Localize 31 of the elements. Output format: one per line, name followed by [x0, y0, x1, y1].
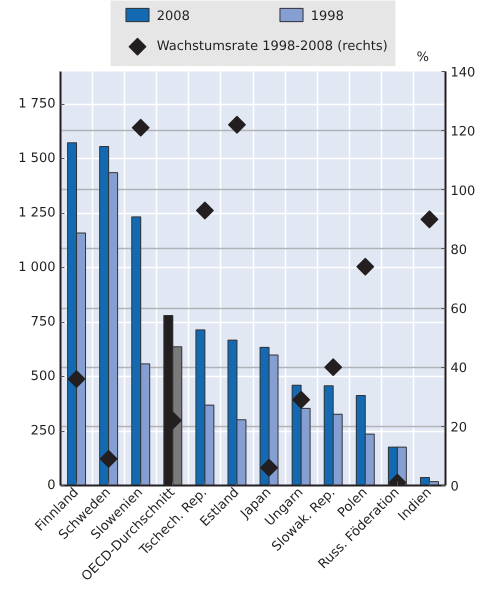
- point: [420, 210, 438, 228]
- y2-tick-label: 100: [450, 184, 476, 199]
- y2-tick-label: 0: [450, 480, 459, 494]
- point: [100, 450, 118, 468]
- legend-label: 1998: [310, 9, 344, 24]
- y2-tick-label: 20: [450, 420, 468, 436]
- y2-tick-label: 80: [450, 242, 468, 258]
- legend-label: 2008: [156, 9, 190, 24]
- point: [260, 458, 278, 477]
- y-tick-label: 500: [30, 369, 56, 384]
- point: [292, 390, 310, 409]
- point: [132, 118, 150, 137]
- y-tick-label: 1 750: [18, 96, 56, 112]
- legend-label: Wachstumsrate 1998-2008 (rechts): [156, 39, 388, 54]
- point: [68, 370, 86, 388]
- y2-tick-label: 140: [450, 66, 476, 80]
- y-tick-label: 250: [30, 424, 56, 439]
- point: [324, 358, 342, 376]
- point: [228, 116, 246, 134]
- y-tick-label: 750: [30, 314, 56, 330]
- y2-axis-title: %: [416, 50, 429, 66]
- y-tick-label: 0: [47, 478, 56, 493]
- y-tick-label: 1 000: [18, 260, 56, 276]
- y-tick-label: 1 500: [18, 151, 56, 166]
- y2-tick-label: 120: [450, 124, 476, 140]
- y2-tick-label: 60: [450, 302, 468, 318]
- point: [164, 411, 182, 430]
- y2-tick-label: 40: [450, 361, 468, 376]
- point: [356, 258, 374, 276]
- point: [196, 202, 214, 220]
- y-tick-label: 1 250: [18, 206, 56, 221]
